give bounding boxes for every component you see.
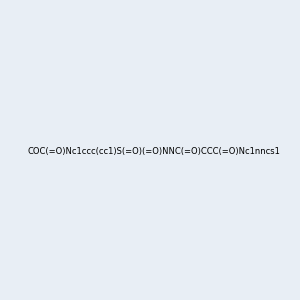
Text: COC(=O)Nc1ccc(cc1)S(=O)(=O)NNC(=O)CCC(=O)Nc1nncs1: COC(=O)Nc1ccc(cc1)S(=O)(=O)NNC(=O)CCC(=O… [27,147,280,156]
